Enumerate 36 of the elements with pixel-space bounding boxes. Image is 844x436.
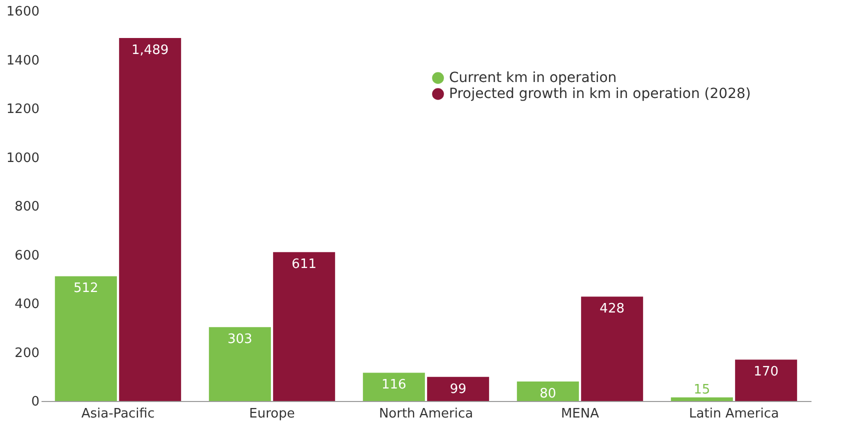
y-tick-label: 800	[14, 200, 40, 214]
data-label: 1,489	[131, 43, 169, 58]
y-tick-label: 200	[14, 346, 40, 361]
x-tick-label: Asia-Pacific	[81, 406, 155, 422]
y-tick-label: 0	[31, 394, 40, 410]
y-tick-label: 1600	[6, 4, 40, 20]
y-tick-label: 1000	[6, 150, 40, 166]
data-label: 428	[600, 302, 624, 317]
bar	[208, 327, 271, 401]
bar	[273, 252, 336, 401]
y-tick-label: 600	[14, 248, 40, 264]
data-label: 170	[754, 364, 778, 380]
x-tick-label: Latin America	[689, 406, 779, 422]
data-label: 80	[540, 386, 556, 402]
bar	[119, 38, 182, 401]
data-label: 116	[382, 378, 406, 393]
y-tick-label: 400	[14, 297, 40, 312]
x-tick-label: Europe	[249, 406, 295, 422]
data-label: 512	[74, 281, 98, 296]
y-tick-label: 1200	[6, 102, 40, 117]
bar	[362, 372, 425, 401]
data-label: 611	[292, 257, 316, 272]
data-label: 303	[228, 332, 252, 348]
bar	[516, 382, 579, 401]
x-tick-label: MENA	[560, 406, 600, 422]
bar	[581, 296, 644, 401]
bar	[735, 360, 798, 401]
bar	[54, 276, 117, 401]
x-tick-label: North America	[378, 406, 474, 422]
data-label: 15	[694, 382, 710, 398]
legend-label: Projected growth in km in operation (2028)	[449, 86, 751, 102]
data-label: 99	[450, 382, 466, 397]
legend-label: Current km in operation	[449, 70, 617, 86]
bar	[427, 376, 490, 401]
bar	[670, 397, 733, 401]
y-tick-label: 1400	[6, 53, 40, 68]
